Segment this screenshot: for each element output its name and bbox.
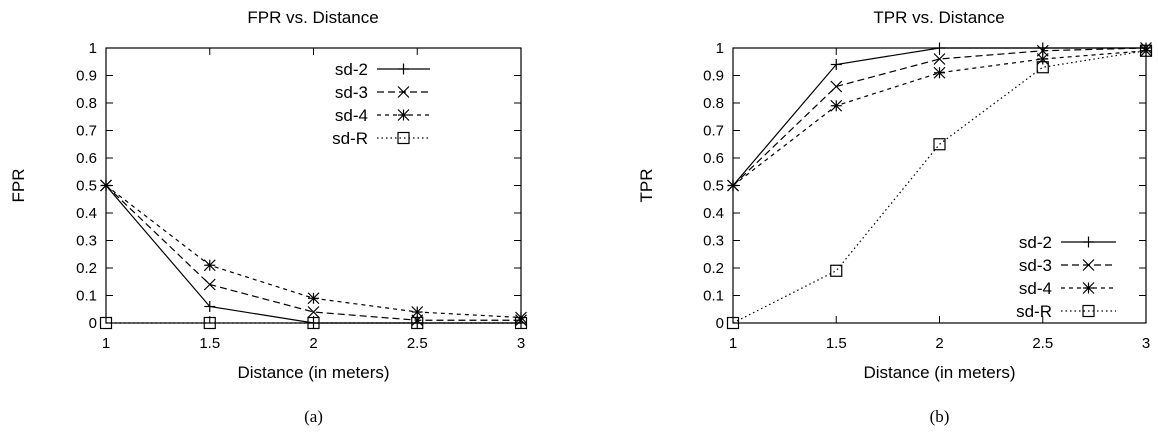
data-point [830,99,843,112]
series-sd-4 [100,179,527,324]
series-line [732,50,1147,324]
legend-label: sd-4 [335,106,368,125]
y-tick-label: 0 [89,315,97,332]
y-axis-label: FPR [9,169,28,203]
x-tick-label: 2 [935,335,943,352]
y-tick-label: 0.1 [703,288,724,305]
data-point [1036,44,1049,57]
legend-label: sd-4 [1019,279,1052,298]
data-point [307,306,320,318]
data-point [411,306,424,318]
legend-marker [1083,236,1094,248]
series-line [732,47,1147,186]
y-tick-label: 1 [89,40,97,57]
figure-caption: (a) [304,407,323,426]
y-tick-label: 0.7 [76,123,97,140]
data-point [204,301,216,312]
y-tick-label: 0.4 [76,205,97,222]
y-tick-label: 0 [716,315,724,332]
y-tick-label: 0.5 [76,178,97,195]
y-tick-label: 0.7 [703,123,724,140]
series-sd-2 [727,42,1152,191]
legend-marker [1082,304,1095,318]
data-point [830,80,843,93]
figure-caption: (b) [930,407,950,426]
data-point [830,59,842,70]
legend-label: sd-2 [335,60,368,79]
y-tick-label: 0.5 [703,178,724,195]
y-tick-label: 0.4 [703,205,724,222]
legend-label: sd-3 [335,83,368,102]
y-tick-label: 0.1 [76,288,97,305]
data-point [203,259,216,272]
chart-title: FPR vs. Distance [247,8,378,27]
plot-frame [732,47,1147,324]
y-tick-label: 0.2 [703,260,724,277]
y-tick-label: 0.6 [76,150,97,167]
data-point [1036,53,1049,65]
legend-label: sd-R [1016,302,1052,321]
y-tick-label: 1 [716,40,724,57]
legend-label: sd-2 [1019,233,1052,252]
y-tick-label: 0.2 [76,260,97,277]
y-tick-label: 0.8 [703,95,724,112]
data-point [1036,61,1049,74]
plot-frame [105,47,522,324]
y-axis-label: TPR [637,169,656,203]
series-line [105,185,522,319]
data-point [830,264,843,277]
chart-title: TPR vs. Distance [873,8,1004,27]
x-tick-label: 1 [102,335,110,352]
legend-label: sd-3 [1019,256,1052,275]
legend-marker [397,131,410,145]
x-tick-label: 2 [309,335,317,352]
legend-marker [1082,259,1095,271]
x-tick-label: 2.5 [1032,335,1053,352]
x-tick-label: 1.5 [826,335,847,352]
legend-label: sd-R [332,129,368,148]
series-line [732,50,1147,186]
legend-marker [397,109,410,121]
legend-marker [1082,282,1095,294]
data-point [933,66,946,79]
x-tick-label: 3 [1142,335,1150,352]
series-sd-2 [100,180,527,329]
data-point [307,292,320,305]
y-tick-label: 0.8 [76,95,97,112]
y-tick-label: 0.3 [76,233,97,250]
y-tick-label: 0.6 [703,150,724,167]
x-tick-label: 3 [517,335,525,352]
x-tick-label: 2.5 [407,335,428,352]
series-line [105,185,521,321]
y-tick-label: 0.3 [703,233,724,250]
x-tick-label: 1.5 [199,335,220,352]
y-tick-label: 0.9 [76,68,97,85]
data-point [203,278,216,291]
fpr-chart: FPR vs. Distance Distance (in meters) FPR (… [9,8,528,426]
data-point [411,314,424,327]
x-axis-label: Distance (in meters) [237,363,389,382]
data-point [933,138,946,151]
y-tick-label: 0.9 [703,68,724,85]
legend-marker [397,86,410,98]
x-tick-label: 1 [729,335,737,352]
data-point [933,53,946,65]
x-axis-label: Distance (in meters) [863,363,1015,382]
legend-marker [398,63,409,75]
tpr-chart: TPR vs. Distance Distance (in meters) TPR (… [637,8,1153,426]
